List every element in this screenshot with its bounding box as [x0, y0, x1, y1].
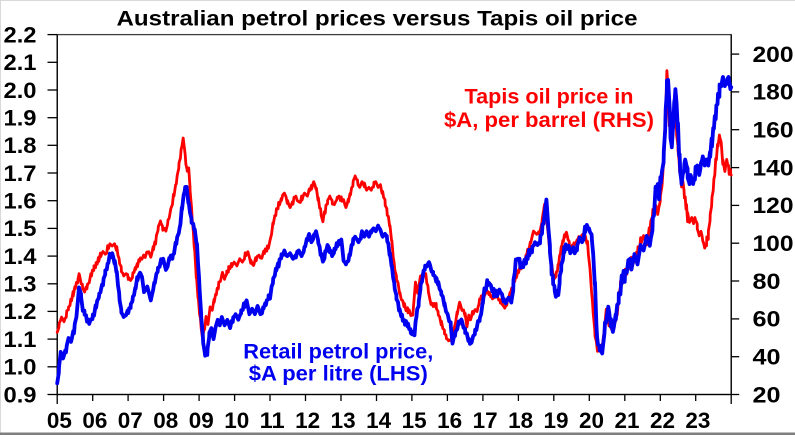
svg-text:$A per litre (LHS): $A per litre (LHS) [249, 362, 428, 386]
svg-text:1.4: 1.4 [4, 244, 38, 269]
svg-text:40: 40 [753, 345, 781, 370]
svg-text:21: 21 [615, 408, 640, 433]
svg-text:1.0: 1.0 [4, 355, 37, 380]
svg-text:100: 100 [753, 231, 794, 256]
svg-text:12: 12 [295, 408, 320, 433]
svg-text:17: 17 [473, 408, 498, 433]
svg-text:16: 16 [437, 408, 462, 433]
svg-text:20: 20 [753, 382, 781, 407]
svg-text:$A, per barrel (RHS): $A, per barrel (RHS) [444, 108, 654, 132]
svg-text:1.8: 1.8 [4, 133, 37, 158]
svg-text:200: 200 [753, 42, 794, 67]
svg-text:Australian petrol prices versu: Australian petrol prices versus Tapis oi… [117, 7, 638, 31]
svg-text:09: 09 [189, 408, 214, 433]
svg-text:08: 08 [153, 408, 178, 433]
svg-text:06: 06 [82, 408, 107, 433]
svg-text:1.9: 1.9 [4, 106, 37, 131]
svg-text:2.1: 2.1 [4, 50, 37, 75]
svg-text:Retail petrol price,: Retail petrol price, [243, 339, 433, 363]
svg-text:1.7: 1.7 [4, 161, 37, 186]
svg-text:180: 180 [753, 80, 794, 105]
svg-text:1.2: 1.2 [4, 299, 37, 324]
svg-text:05: 05 [47, 408, 72, 433]
svg-text:0.9: 0.9 [4, 382, 37, 407]
svg-text:120: 120 [753, 193, 794, 218]
svg-text:07: 07 [118, 408, 143, 433]
svg-text:23: 23 [685, 408, 710, 433]
svg-text:2.2: 2.2 [4, 22, 37, 47]
svg-text:22: 22 [650, 408, 675, 433]
svg-text:160: 160 [753, 118, 794, 143]
svg-text:11: 11 [260, 408, 285, 433]
svg-text:19: 19 [544, 408, 569, 433]
svg-text:1.1: 1.1 [4, 327, 37, 352]
svg-text:18: 18 [508, 408, 533, 433]
svg-text:15: 15 [402, 408, 427, 433]
svg-text:20: 20 [579, 408, 604, 433]
svg-text:1.5: 1.5 [4, 216, 37, 241]
svg-text:Tapis oil price in: Tapis oil price in [465, 84, 634, 108]
svg-text:14: 14 [366, 408, 392, 433]
svg-text:1.3: 1.3 [4, 272, 37, 297]
svg-text:140: 140 [753, 155, 794, 180]
svg-text:13: 13 [331, 408, 356, 433]
svg-text:60: 60 [753, 307, 781, 332]
svg-text:80: 80 [753, 269, 781, 294]
svg-text:1.6: 1.6 [4, 189, 37, 214]
svg-text:2.0: 2.0 [4, 78, 37, 103]
svg-text:10: 10 [224, 408, 249, 433]
